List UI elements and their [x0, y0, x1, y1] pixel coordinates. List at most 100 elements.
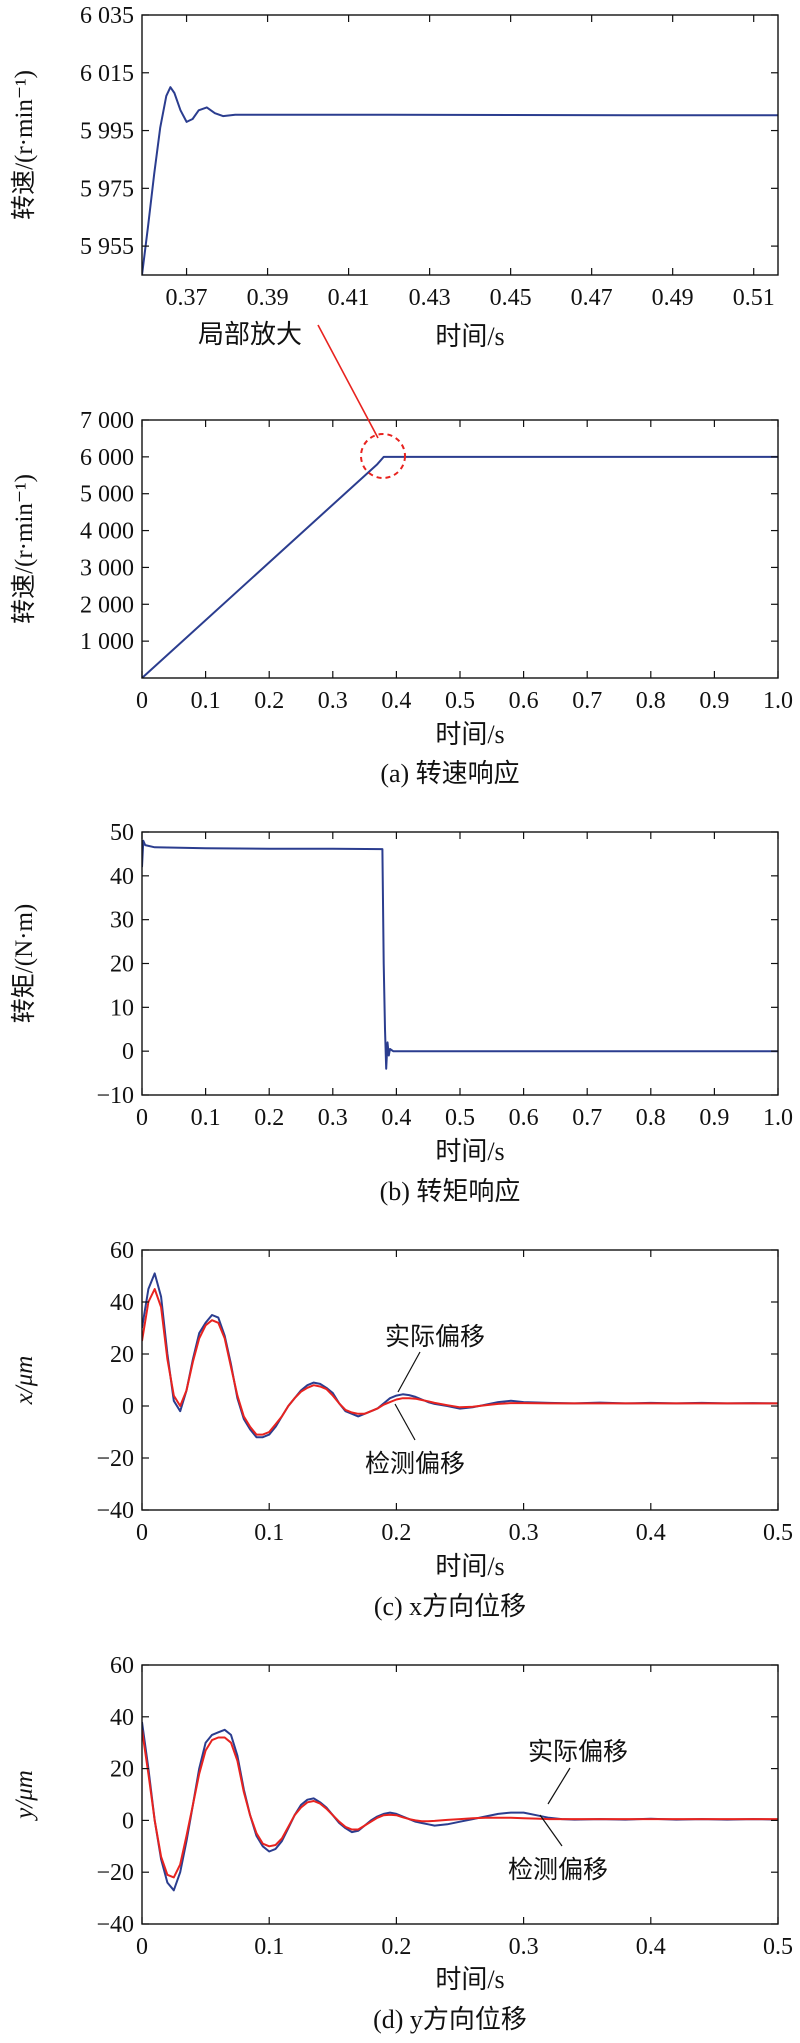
- panel-caption: (a) 转速响应: [380, 759, 519, 788]
- x-tick-label: 0.3: [509, 1934, 539, 1960]
- x-tick-label: 0: [136, 1520, 148, 1546]
- y-tick-label: 2 000: [80, 592, 134, 618]
- x-tick-label: 0.7: [572, 688, 602, 714]
- y-axis-label: 转速/(r·min⁻¹): [10, 474, 38, 624]
- x-tick-label: 0.5: [763, 1934, 793, 1960]
- plot-frame-torque: [141, 831, 779, 1096]
- chart-zoom: 0.37 0.39 0.41 0.43 0.45 0.47 0.49 0.51 5 955 5 9…: [10, 3, 779, 351]
- x-tick-label: 0.4: [636, 1520, 666, 1546]
- x-axis-label: 时间/s: [435, 1137, 504, 1166]
- series-line-ydisp-1: [142, 1729, 778, 1879]
- y-tick-label: 6 015: [80, 61, 134, 87]
- x-tick-label: 0.7: [572, 1105, 602, 1131]
- x-tick-label: 0: [136, 688, 148, 714]
- series-line-speed-0: [142, 455, 778, 678]
- x-tick-label: 0.1: [254, 1520, 284, 1546]
- y-tick-label: 5 975: [80, 176, 134, 202]
- zoom-label: 局部放大: [198, 320, 302, 349]
- x-tick-label: 0.1: [191, 1105, 221, 1131]
- y-tick-label: 0: [122, 1039, 134, 1065]
- leader-detect: [394, 1403, 416, 1441]
- y-tick-label: 40: [110, 1705, 134, 1731]
- x-tick-label: 0: [136, 1934, 148, 1960]
- y-tick-label: 40: [110, 1290, 134, 1316]
- panel-caption: (c) x方向位移: [374, 1592, 526, 1621]
- panel-caption: (b) 转矩响应: [380, 1177, 521, 1206]
- y-tick-label: 1 000: [80, 629, 134, 655]
- chart-speed: 0 0.1 0.2 0.3 0.4 0.5 0.6 0.7 0.8 0.9 1.0 1 000 2 00…: [10, 408, 793, 788]
- x-tick-label: 0.1: [254, 1934, 284, 1960]
- y-tick-label: −40: [96, 1498, 134, 1524]
- x-tick-label: 0.47: [571, 285, 613, 311]
- x-axis-label: 时间/s: [435, 322, 504, 351]
- y-tick-label: 10: [110, 995, 134, 1021]
- y-tick-label: 20: [110, 952, 134, 978]
- y-tick-label: 50: [110, 820, 134, 846]
- leader-detect: [539, 1814, 563, 1847]
- y-tick-label: 6 000: [80, 445, 134, 471]
- x-axis-label: 时间/s: [435, 1552, 504, 1581]
- y-axis-label: x/μm: [11, 1356, 38, 1406]
- plot-frame-speed: [141, 419, 779, 679]
- leader-actual: [547, 1767, 571, 1805]
- y-tick-label: 30: [110, 908, 134, 934]
- x-tick-label: 1.0: [763, 1105, 793, 1131]
- x-tick-label: 0.2: [254, 688, 284, 714]
- x-tick-label: 0.1: [191, 688, 221, 714]
- leader-actual: [397, 1351, 421, 1393]
- series-line-xdisp-0: [142, 1272, 778, 1439]
- y-tick-label: 60: [110, 1653, 134, 1679]
- y-tick-label: 5 955: [80, 234, 134, 260]
- x-tick-label: 0.5: [763, 1520, 793, 1546]
- y-tick-label: 4 000: [80, 519, 134, 545]
- label-detect: 检测偏移: [508, 1856, 608, 1884]
- y-tick-label: 20: [110, 1757, 134, 1783]
- label-detect: 检测偏移: [365, 1450, 465, 1478]
- x-tick-label: 0.49: [652, 285, 694, 311]
- x-tick-label: 0.2: [254, 1105, 284, 1131]
- x-tick-label: 0.51: [733, 285, 775, 311]
- y-tick-label: 6 035: [80, 3, 134, 29]
- series-line-zoom-0: [142, 86, 778, 275]
- x-tick-label: 0.3: [318, 688, 348, 714]
- x-tick-label: 0.4: [381, 688, 411, 714]
- x-tick-label: 0.45: [490, 285, 532, 311]
- zoom-circle: [360, 433, 406, 479]
- x-tick-label: 0.43: [409, 285, 451, 311]
- x-tick-label: 0.8: [636, 1105, 666, 1131]
- series-line-torque-0: [142, 839, 778, 1070]
- x-tick-label: 0.3: [318, 1105, 348, 1131]
- chart-ydisp: 0 0.1 0.2 0.3 0.4 0.5 −40 −20 0 20 40 60 时间/s y/μm (d)…: [11, 1653, 793, 2034]
- chart-torque: 0 0.1 0.2 0.3 0.4 0.5 0.6 0.7 0.8 0.9 1.0−10010203…: [10, 820, 793, 1206]
- y-tick-label: 5 995: [80, 119, 134, 145]
- y-tick-label: 0: [122, 1808, 134, 1834]
- x-tick-label: 0.4: [636, 1934, 666, 1960]
- x-tick-label: 0.37: [166, 285, 208, 311]
- y-axis-label: 转速/(r·min⁻¹): [10, 70, 38, 220]
- x-tick-label: 0.5: [445, 1105, 475, 1131]
- plot-frame-xdisp: [141, 1249, 779, 1511]
- x-axis-label: 时间/s: [435, 1965, 504, 1994]
- y-tick-label: 40: [110, 864, 134, 890]
- zoom-leader-line: [317, 324, 379, 439]
- x-tick-label: 0.9: [699, 688, 729, 714]
- y-axis-label: 转矩/(N·m): [10, 904, 38, 1023]
- zoom-annotation: 局部放大: [198, 320, 406, 479]
- y-tick-label: 7 000: [80, 408, 134, 434]
- plot-frame-zoom: [141, 14, 779, 276]
- y-tick-label: −20: [96, 1446, 134, 1472]
- series-line-ydisp-0: [142, 1721, 778, 1892]
- x-tick-label: 0.2: [381, 1934, 411, 1960]
- x-tick-label: 0: [136, 1105, 148, 1131]
- x-tick-label: 0.39: [247, 285, 289, 311]
- plot-frame-ydisp: [141, 1664, 779, 1925]
- panel-caption: (d) y方向位移: [373, 2005, 527, 2034]
- y-tick-label: 5 000: [80, 482, 134, 508]
- chart-xdisp: 0 0.1 0.2 0.3 0.4 0.5 −40 −20 0 20 40 60 时间/s x/μm (c)…: [11, 1238, 793, 1621]
- x-axis-label: 时间/s: [435, 720, 504, 749]
- x-tick-label: 0.5: [445, 688, 475, 714]
- y-tick-label: 60: [110, 1238, 134, 1264]
- x-tick-label: 0.3: [509, 1520, 539, 1546]
- label-actual: 实际偏移: [528, 1738, 628, 1766]
